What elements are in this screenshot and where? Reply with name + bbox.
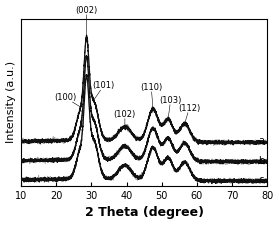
Text: (002): (002) [75, 6, 98, 37]
Text: (112): (112) [178, 104, 200, 124]
X-axis label: 2 Theta (degree): 2 Theta (degree) [85, 207, 204, 219]
Text: (102): (102) [114, 110, 136, 127]
Text: b: b [259, 156, 265, 166]
Text: (100): (100) [54, 93, 81, 107]
Y-axis label: Intensity (a.u.): Intensity (a.u.) [6, 61, 16, 143]
Text: (101): (101) [93, 81, 115, 100]
Text: c: c [259, 175, 264, 185]
Text: a: a [259, 136, 264, 146]
Text: (103): (103) [159, 96, 182, 119]
Text: (110): (110) [140, 83, 162, 109]
